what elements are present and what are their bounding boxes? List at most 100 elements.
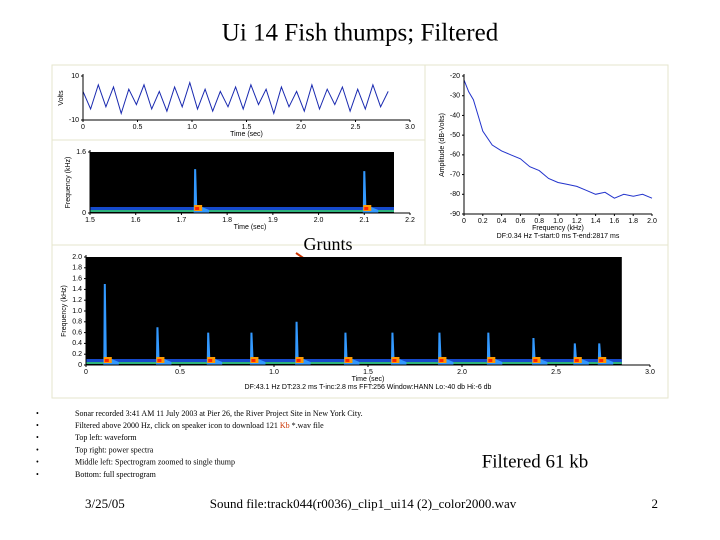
x-tick-label: 1.2 — [572, 218, 582, 225]
x-tick-label: 2.2 — [405, 217, 415, 224]
chart-caption: DF:43.1 Hz DT:23.2 ms T-inc:2.8 ms FFT:2… — [245, 384, 492, 391]
pulse-core — [345, 359, 350, 362]
pulse-core — [195, 207, 200, 210]
noise-floor — [90, 210, 394, 212]
bullet-dot: • — [36, 409, 39, 418]
y-tick-label: 1.6 — [72, 275, 82, 282]
pulse-core — [296, 359, 301, 362]
slide-title: Ui 14 Fish thumps; Filtered — [222, 20, 499, 47]
x-tick-label: 1.6 — [610, 218, 620, 225]
y-tick-label: 0 — [82, 210, 86, 217]
y-tick-label: 2.0 — [72, 254, 82, 261]
x-tick-label: 2.5 — [551, 369, 561, 376]
bullet-text: Sonar recorded 3:41 AM 11 July 2003 at P… — [75, 409, 363, 418]
x-tick-label: 1.7 — [177, 217, 187, 224]
bullet-dot: • — [36, 445, 39, 454]
x-tick-label: 0.8 — [534, 218, 544, 225]
x-tick-label: 1.5 — [242, 124, 252, 131]
y-tick-label: 1.2 — [72, 297, 82, 304]
pulse-core — [488, 359, 493, 362]
x-tick-label: 1.0 — [269, 369, 279, 376]
spectrogram-background — [86, 257, 622, 365]
x-tick-label: 1.8 — [628, 218, 638, 225]
bullet-part: Filtered above 2000 Hz, click on speaker… — [75, 421, 280, 430]
x-tick-label: 0.5 — [133, 124, 143, 131]
x-axis-label: Time (sec) — [352, 376, 385, 383]
y-tick-label: 0.2 — [72, 351, 82, 358]
y-axis-label: Frequency (kHz) — [65, 157, 72, 209]
x-tick-label: 0.6 — [516, 218, 526, 225]
y-tick-label: -80 — [450, 191, 460, 198]
bullet-dot: • — [36, 421, 39, 430]
x-tick-label: 0.4 — [497, 218, 507, 225]
y-tick-label: 0 — [78, 362, 82, 369]
bullet-dot: • — [36, 470, 39, 479]
x-tick-label: 1.4 — [591, 218, 601, 225]
x-tick-label: 1.0 — [187, 124, 197, 131]
pulse-core — [251, 359, 256, 362]
y-tick-label: -40 — [450, 112, 460, 119]
y-axis-label: Amplitude (dB-Volts) — [439, 113, 446, 177]
spectrogram-background — [90, 152, 394, 213]
bullet-text: Bottom: full spectrogram — [75, 470, 157, 479]
y-axis-label: Frequency (kHz) — [61, 285, 68, 337]
x-tick-label: 2.0 — [647, 218, 657, 225]
x-tick-label: 0 — [81, 124, 85, 131]
panel-frame — [51, 64, 669, 399]
pulse-core — [533, 359, 538, 362]
data-line — [463, 79, 653, 199]
pulse-core — [574, 359, 579, 362]
x-axis-label: Frequency (kHz) — [532, 225, 584, 232]
x-tick-label: 1.9 — [268, 217, 278, 224]
bullet-text: Middle left: Spectrogram zoomed to singl… — [75, 458, 235, 467]
y-tick-label: 1.8 — [72, 265, 82, 272]
y-tick-label: 1.0 — [72, 308, 82, 315]
y-tick-label: -50 — [450, 132, 460, 139]
bullet-text: Top right: power spectra — [75, 445, 154, 454]
x-tick-label: 1.8 — [222, 217, 232, 224]
annotation: Grunts — [304, 234, 353, 254]
x-tick-label: 2.0 — [314, 217, 324, 224]
y-tick-label: 10 — [71, 73, 79, 80]
x-tick-label: 0 — [462, 218, 466, 225]
x-tick-label: 1.5 — [85, 217, 95, 224]
x-tick-label: 3.0 — [405, 124, 415, 131]
footer-date: 3/25/05 — [85, 496, 125, 511]
y-tick-label: 0.4 — [72, 340, 82, 347]
y-tick-label: 0.8 — [72, 319, 82, 326]
pulse-core — [157, 359, 162, 362]
pulse-core — [439, 359, 444, 362]
y-tick-label: 0.6 — [72, 329, 82, 336]
x-tick-label: 1.0 — [553, 218, 563, 225]
footer-file: Sound file:track044(r0036)_clip1_ui14 (2… — [210, 496, 517, 511]
y-tick-label: -60 — [450, 152, 460, 159]
chart-caption: DF:0.34 Hz T-start:0 ms T-end:2817 ms — [497, 233, 620, 240]
bullet-part: Kb — [280, 421, 290, 430]
bullet-text: Top left: waveform — [75, 433, 137, 442]
x-tick-label: 2.0 — [296, 124, 306, 131]
y-tick-label: 1.6 — [76, 149, 86, 156]
y-tick-label: -20 — [450, 73, 460, 80]
bullet-dot: • — [36, 433, 39, 442]
side-note: Filtered 61 kb — [482, 451, 589, 472]
bullet-part: *.wav file — [290, 421, 324, 430]
x-tick-label: 0.2 — [478, 218, 488, 225]
x-tick-label: 2.1 — [359, 217, 369, 224]
y-tick-label: -90 — [450, 211, 460, 218]
pulse-core — [208, 359, 213, 362]
pulse-core — [104, 359, 109, 362]
pulse-core — [392, 359, 397, 362]
noise-floor — [90, 207, 394, 212]
bullet-dot: • — [36, 458, 39, 467]
y-tick-label: -30 — [450, 93, 460, 100]
x-axis-label: Time (sec) — [230, 131, 263, 138]
pulse-core — [599, 359, 604, 362]
pulse — [103, 284, 119, 365]
x-tick-label: 0 — [84, 369, 88, 376]
pulse-core — [364, 207, 369, 210]
x-tick-label: 1.5 — [363, 369, 373, 376]
x-tick-label: 1.6 — [131, 217, 141, 224]
data-line — [82, 80, 389, 116]
